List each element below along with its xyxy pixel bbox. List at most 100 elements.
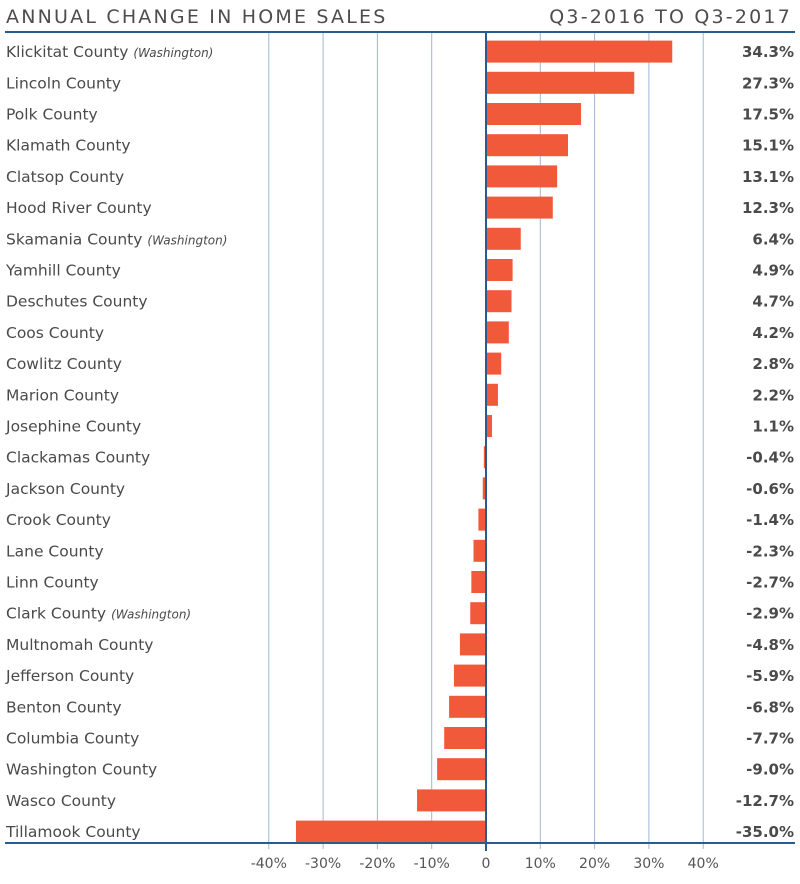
category-label: Jackson County	[5, 480, 125, 498]
category-label: Clackamas County	[6, 449, 150, 467]
county-name: Crook County	[6, 511, 111, 529]
county-name: Jackson County	[5, 480, 125, 498]
category-label: Deschutes County	[6, 293, 148, 311]
bar	[486, 40, 673, 63]
bar	[453, 664, 486, 687]
category-label: Multnomah County	[6, 636, 153, 654]
category-label: Polk County	[6, 106, 98, 124]
value-label: 2.8%	[752, 355, 794, 373]
gridlines	[268, 33, 704, 849]
county-name: Jefferson County	[5, 667, 134, 685]
axes	[5, 33, 795, 851]
bar	[486, 165, 558, 188]
x-tick-label: -30%	[305, 856, 341, 872]
category-label: Tillamook County	[5, 823, 141, 841]
chart-title: ANNUAL CHANGE IN HOME SALES	[6, 6, 388, 28]
county-name: Multnomah County	[6, 636, 153, 654]
category-label: Hood River County	[6, 199, 152, 217]
value-label: -2.3%	[746, 542, 794, 560]
category-label: Wasco County	[6, 792, 116, 810]
value-label: -12.7%	[736, 792, 794, 810]
value-label: -9.0%	[746, 761, 794, 779]
county-name: Linn County	[6, 574, 99, 592]
county-name: Columbia County	[6, 730, 139, 748]
bar	[473, 539, 486, 562]
value-label: -7.7%	[746, 730, 794, 748]
county-name: Clatsop County	[6, 168, 124, 186]
category-label: Marion County	[6, 386, 119, 404]
county-name: Wasco County	[6, 792, 116, 810]
county-name: Tillamook County	[5, 823, 141, 841]
county-name: Washington County	[6, 761, 157, 779]
county-name: Josephine County	[5, 418, 141, 436]
category-label: Klickitat County (Washington)	[6, 43, 213, 61]
bar	[486, 196, 553, 219]
x-tick-labels: -40% -30% -20% -10% 0 10% 20% 30% 40%	[251, 856, 719, 872]
county-name: Deschutes County	[6, 293, 148, 311]
category-label: Yamhill County	[5, 262, 121, 280]
county-name: Hood River County	[6, 199, 152, 217]
category-label: Coos County	[6, 324, 104, 342]
value-label: -2.9%	[746, 605, 794, 623]
county-name: Marion County	[6, 386, 119, 404]
bar	[483, 446, 486, 469]
county-name: Skamania County	[6, 230, 142, 248]
bar	[459, 633, 486, 656]
county-name: Cowlitz County	[6, 355, 122, 373]
category-label: Washington County	[6, 761, 157, 779]
category-labels: Klickitat County (Washington) Lincoln Coun…	[5, 43, 227, 841]
category-label: Josephine County	[5, 418, 141, 436]
chart-period: Q3-2016 TO Q3-2017	[549, 6, 792, 28]
value-label: -5.9%	[746, 667, 794, 685]
header-rule	[5, 31, 795, 33]
value-label: -2.7%	[746, 574, 794, 592]
bar	[444, 727, 486, 749]
category-label: Benton County	[6, 698, 122, 716]
value-label: 2.2%	[752, 386, 794, 404]
county-name: Polk County	[6, 106, 98, 124]
value-label: 6.4%	[752, 230, 794, 248]
x-tick-label: 20%	[579, 856, 610, 872]
county-name: Lincoln County	[6, 74, 121, 92]
state-suffix: (Washington)	[133, 46, 213, 60]
value-label: 12.3%	[742, 199, 794, 217]
x-tick-label: -40%	[251, 856, 287, 872]
x-tick-label: 10%	[525, 856, 556, 872]
county-name: Clark County	[6, 605, 106, 623]
value-label: 17.5%	[742, 106, 794, 124]
category-label: Lane County	[6, 542, 104, 560]
x-tick-label: 40%	[688, 856, 719, 872]
value-label: -4.8%	[746, 636, 794, 654]
value-label: 1.1%	[752, 418, 794, 436]
bar	[486, 134, 568, 157]
value-label: 34.3%	[742, 43, 794, 61]
bar	[486, 290, 512, 313]
x-tick-label: 30%	[633, 856, 664, 872]
bar	[486, 259, 513, 281]
county-name: Benton County	[6, 698, 122, 716]
category-label: Linn County	[6, 574, 99, 592]
bars	[295, 40, 673, 843]
x-tick-label: 0	[482, 856, 491, 872]
county-name: Lane County	[6, 542, 104, 560]
bar	[437, 758, 486, 781]
category-label: Lincoln County	[6, 74, 121, 92]
bar	[486, 71, 635, 94]
county-name: Klickitat County	[6, 43, 128, 61]
bar	[486, 103, 582, 125]
value-label: 15.1%	[742, 137, 794, 155]
value-labels: 34.3% 27.3% 17.5% 15.1% 13.1% 12.3% 6.4% 4.9% 4.…	[736, 43, 794, 841]
value-label: -0.4%	[746, 449, 794, 467]
state-suffix: (Washington)	[147, 233, 227, 247]
state-suffix: (Washington)	[111, 608, 191, 622]
x-tick-label: -10%	[414, 856, 450, 872]
bar	[478, 508, 486, 531]
county-name: Clackamas County	[6, 449, 150, 467]
bar	[482, 477, 486, 500]
bar	[449, 695, 486, 718]
category-label: Columbia County	[6, 730, 139, 748]
category-label: Clark County (Washington)	[6, 605, 191, 623]
x-tick-label: -20%	[359, 856, 395, 872]
county-name: Yamhill County	[5, 262, 121, 280]
category-label: Skamania County (Washington)	[6, 230, 227, 248]
